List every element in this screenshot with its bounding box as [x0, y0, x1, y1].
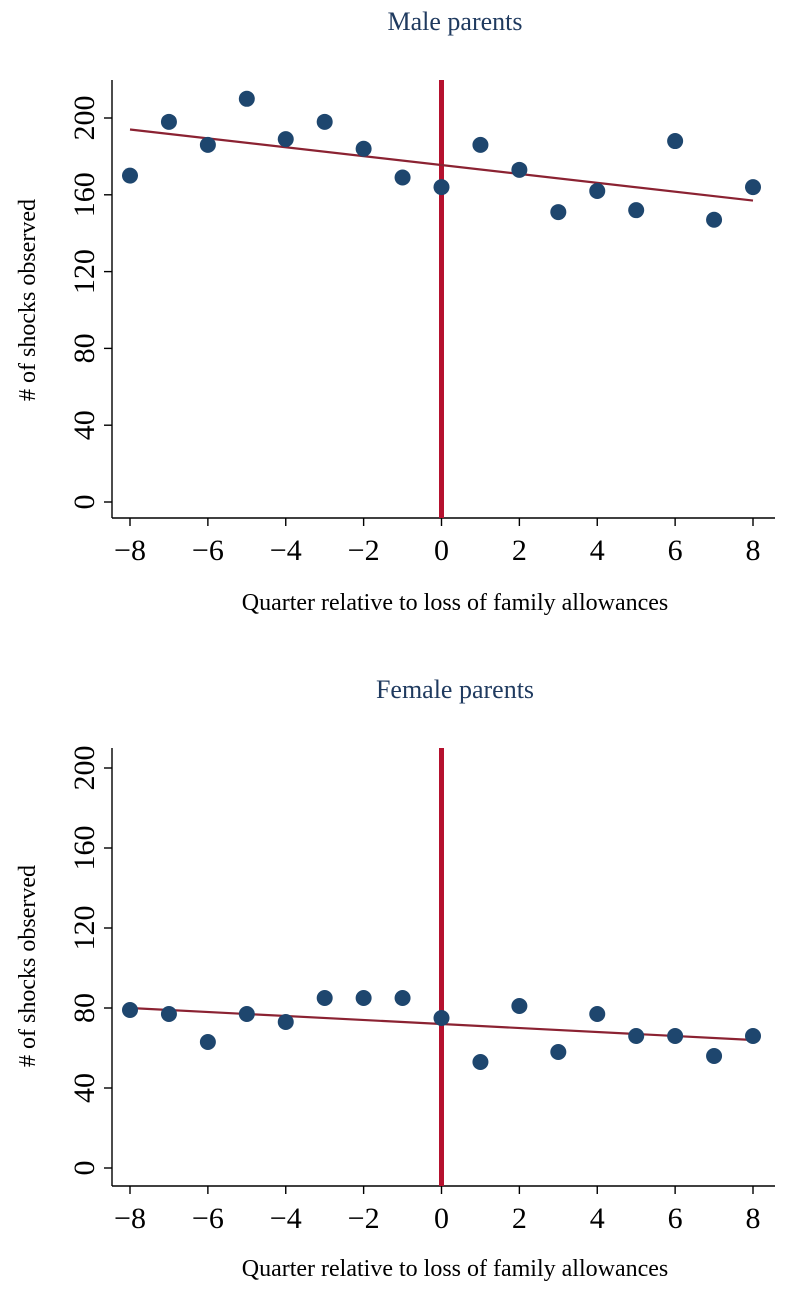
x-tick-label: 0 [434, 1202, 449, 1235]
data-point [238, 90, 255, 107]
data-point [277, 131, 294, 148]
data-point [277, 1014, 294, 1030]
data-point [433, 179, 450, 196]
fit-line [129, 128, 754, 202]
y-tick-label: 40 [68, 410, 101, 440]
data-point [394, 990, 411, 1006]
x-tick-label: −8 [114, 1202, 146, 1235]
chart-title: Female parents [376, 675, 534, 704]
y-axis-title: # of shocks observed [15, 199, 41, 401]
data-point [667, 1028, 684, 1044]
data-point [511, 161, 528, 178]
data-point [628, 1028, 645, 1044]
data-point [122, 1002, 138, 1018]
x-tick-label: −6 [192, 1202, 224, 1235]
x-tick-label: 4 [590, 1202, 605, 1235]
y-tick-label: 80 [68, 993, 101, 1023]
x-tick-label: 6 [668, 534, 683, 567]
y-tick-label: 120 [68, 249, 101, 294]
x-axis-title: Quarter relative to loss of family allow… [242, 1256, 669, 1282]
data-point [667, 133, 684, 150]
data-point [472, 1054, 489, 1070]
data-point [355, 140, 372, 157]
data-point [745, 179, 761, 196]
data-point [355, 990, 372, 1006]
data-point [122, 167, 138, 184]
x-tick-label: 8 [746, 534, 761, 567]
x-axis-title: Quarter relative to loss of family allow… [242, 590, 669, 616]
x-tick-label: −6 [192, 534, 224, 567]
data-point [199, 136, 216, 153]
data-point [472, 136, 489, 153]
data-point [394, 169, 411, 186]
chart-title: Male parents [387, 7, 522, 36]
data-point [160, 113, 177, 130]
y-tick-label: 160 [68, 826, 101, 871]
x-tick-label: −2 [348, 534, 380, 567]
x-tick-label: 4 [590, 534, 605, 567]
x-tick-label: −2 [348, 1202, 380, 1235]
data-point [550, 204, 567, 221]
y-tick-label: 0 [68, 1161, 101, 1176]
x-tick-label: 6 [668, 1202, 683, 1235]
x-tick-label: 0 [434, 534, 449, 567]
data-point [589, 1006, 606, 1022]
data-point [550, 1044, 567, 1060]
data-point [589, 182, 606, 199]
data-point [511, 998, 528, 1014]
data-point [316, 113, 333, 130]
y-tick-label: 0 [68, 495, 101, 510]
data-point [706, 1048, 723, 1064]
x-tick-label: −4 [270, 534, 302, 567]
x-tick-label: 8 [746, 1202, 761, 1235]
y-tick-label: 160 [68, 172, 101, 217]
y-tick-label: 200 [68, 96, 101, 141]
y-tick-label: 40 [68, 1073, 101, 1103]
chart-panel-2: Female parents 0 40 80 120 160 200 −8 −6 −4 −2 0 2 4 6… [15, 675, 775, 1282]
data-point [316, 990, 333, 1006]
y-tick-label: 80 [68, 333, 101, 363]
x-tick-label: −4 [270, 1202, 302, 1235]
data-point [628, 202, 645, 219]
y-tick-label: 120 [68, 906, 101, 951]
data-point [745, 1028, 761, 1044]
x-tick-label: 2 [512, 1202, 527, 1235]
data-point [238, 1006, 255, 1022]
chart-panel-1: Male parents 0 40 80 120 160 200 −8 −6 −4 −2 0 2 4 6 8 Q… [15, 7, 775, 616]
y-tick-label: 200 [68, 746, 101, 791]
data-point [160, 1006, 177, 1022]
data-point [199, 1034, 216, 1050]
data-point [433, 1010, 450, 1026]
y-axis-title: # of shocks observed [15, 865, 41, 1067]
x-tick-label: −8 [114, 534, 146, 567]
x-tick-label: 2 [512, 534, 527, 567]
data-point [706, 211, 723, 228]
